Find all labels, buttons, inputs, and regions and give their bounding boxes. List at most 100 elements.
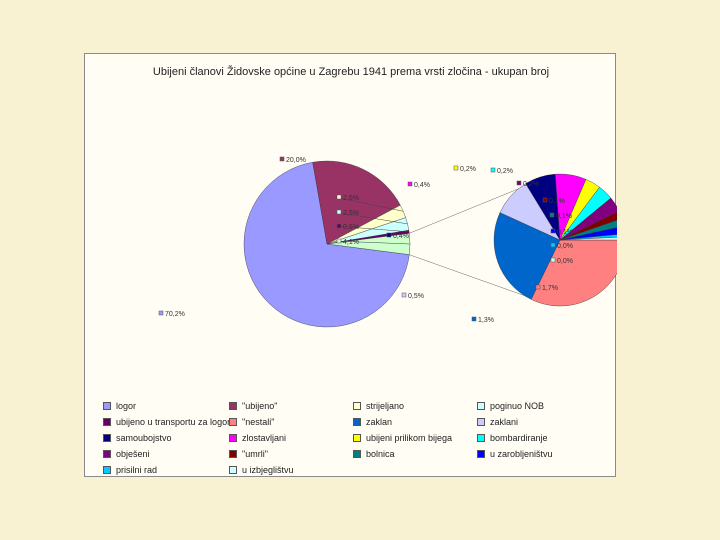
main-leader-line [334,211,408,225]
pie-of-pie-chart: 70,2% 20,0% 2,6% 2,5% 0,6% 4,1% 1,7% 1,3% 0,5% 0,… [158,156,617,328]
legend-item-ubijeno: "ubijeno" [229,400,353,412]
legend-swatch [103,466,111,474]
legend-label: zaklan [366,417,393,427]
legend-item-ubijeni-prilikom-bijega: ubijeni prilikom bijega [353,432,477,444]
legend-item-nestali: "nestali" [229,416,353,428]
legend-label: poginuo NOB [490,401,545,411]
legend-label: prisilni rad [116,465,158,475]
legend-item-samoubojstvo: samoubojstvo [103,432,229,444]
legend-label: zaklani [490,417,519,427]
secondary-slice-bolnica [559,220,617,241]
legend-label: "umrli" [242,449,268,459]
svg-text:0,2%: 0,2% [497,168,513,175]
secondary-slice-umrli [559,212,617,241]
svg-text:20,0%: 20,0% [286,157,306,164]
chart-legend: logor "ubijeno" strijeljano poginuo NOB ubij… [103,400,603,476]
legend-label: ubijeno u transportu za logor [116,417,231,427]
secondary-slice-prisilni-rad [559,234,617,241]
legend-label: obješeni [116,449,150,459]
legend-label: strijeljano [366,401,405,411]
legend-label: u zarobljeništvu [490,449,553,459]
svg-text:0,0%: 0,0% [557,243,573,250]
secondary-zaklani-label: 0,5% [401,292,424,300]
secondary-slice-u-izbjeglistvu [559,237,617,241]
legend-swatch [477,418,485,426]
secondary-ubijeni-prilikom-bijega-label: 0,2% [453,165,476,173]
secondary-bolnica-label: 0,1% [549,212,572,220]
secondary-u-izbjeglistvu-label: 0,0% [550,257,573,265]
legend-item-zaklani: zaklani [477,416,603,428]
legend-swatch [103,434,111,442]
main-slice-logor [243,162,410,328]
legend-item-bombardiranje: bombardiranje [477,432,603,444]
legend-swatch [477,434,485,442]
secondary-u-zarobljenistvu-label: 0,1% [550,228,573,236]
legend-item-zlostavljani: zlostavljani [229,432,353,444]
legend-item-bolnica: bolnica [353,448,477,460]
secondary-slice-objeseni [559,197,617,241]
legend-label: "ubijeno" [242,401,278,411]
legend-swatch [353,434,361,442]
secondary-slice-zaklan [493,212,561,300]
secondary-slice-nestali [530,239,617,307]
legend-label: u izbjeglištvu [242,465,294,475]
svg-text:2,5%: 2,5% [343,210,359,217]
legend-label: bombardiranje [490,433,548,443]
secondary-umrli-label: 0,1% [542,197,565,205]
secondary-zaklan-label: 1,3% [471,316,494,324]
legend-swatch [353,450,361,458]
legend-swatch [477,402,485,410]
legend-label: logor [116,401,137,411]
legend-item-u-zarobljenistvu: u zarobljeništvu [477,448,603,460]
svg-text:0,1%: 0,1% [556,213,572,220]
secondary-objeseni-label: 0,2% [516,180,539,188]
legend-swatch [477,450,485,458]
legend-swatch [229,402,237,410]
legend-item-ubijeno-u-transportu-za-logor: ubijeno u transportu za logor [103,416,231,428]
svg-text:0,4%: 0,4% [414,182,430,189]
secondary-samoubojstvo-label: 0,4% [386,232,409,240]
svg-text:2,6%: 2,6% [343,195,359,202]
svg-text:0,0%: 0,0% [557,258,573,265]
main-logor-label: 70,2% [158,310,185,318]
main-slice-ubijeno [312,160,401,245]
legend-item-zaklan: zaklan [353,416,477,428]
svg-text:70,2%: 70,2% [165,311,185,318]
svg-text:0,1%: 0,1% [549,198,565,205]
legend-swatch [229,434,237,442]
main-ubijeno-u-transportu-za-logor-label: 0,6% [336,223,359,231]
legend-swatch [103,450,111,458]
secondary-nestali-label: 1,7% [535,284,558,292]
legend-item-objeseni: obješeni [103,448,229,460]
legend-label: bolnica [366,449,395,459]
legend-swatch [353,402,361,410]
svg-text:0,6%: 0,6% [343,224,359,231]
chart-title: Ubijeni članovi Židovske općine u Zagreb… [152,66,550,78]
legend-item-strijeljano: strijeljano [353,400,477,412]
legend-label: "nestali" [242,417,275,427]
legend-item-u-izbjeglistvu: u izbjeglištvu [229,464,353,476]
legend-item-poginuo-nob: poginuo NOB [477,400,603,412]
legend-swatch [229,418,237,426]
legend-item-logor: logor [103,400,229,412]
main-leader-line [334,225,410,233]
legend-swatch [353,418,361,426]
main-ubijeno-label: 20,0% [279,156,306,164]
main-leader-line [334,240,411,245]
legend-swatch [229,450,237,458]
svg-text:1,7%: 1,7% [542,285,558,292]
legend-swatch [103,402,111,410]
legend-swatch [229,466,237,474]
secondary-zlostavljani-label: 0,4% [407,181,430,189]
legend-label: ubijeni prilikom bijega [366,433,453,443]
legend-item-umrli: "umrli" [229,448,353,460]
legend-label: samoubojstvo [116,433,172,443]
svg-text:0,5%: 0,5% [408,293,424,300]
chart-frame: Ubijeni članovi Židovske općine u Zagreb… [84,53,617,477]
main-leader-line [334,196,404,212]
svg-text:4,1%: 4,1% [343,239,359,246]
secondary-prisilni-rad-label: 0,0% [550,242,573,250]
main-poginuo-nob-label: 2,5% [336,209,359,217]
legend-swatch [103,418,111,426]
svg-text:0,4%: 0,4% [393,233,409,240]
